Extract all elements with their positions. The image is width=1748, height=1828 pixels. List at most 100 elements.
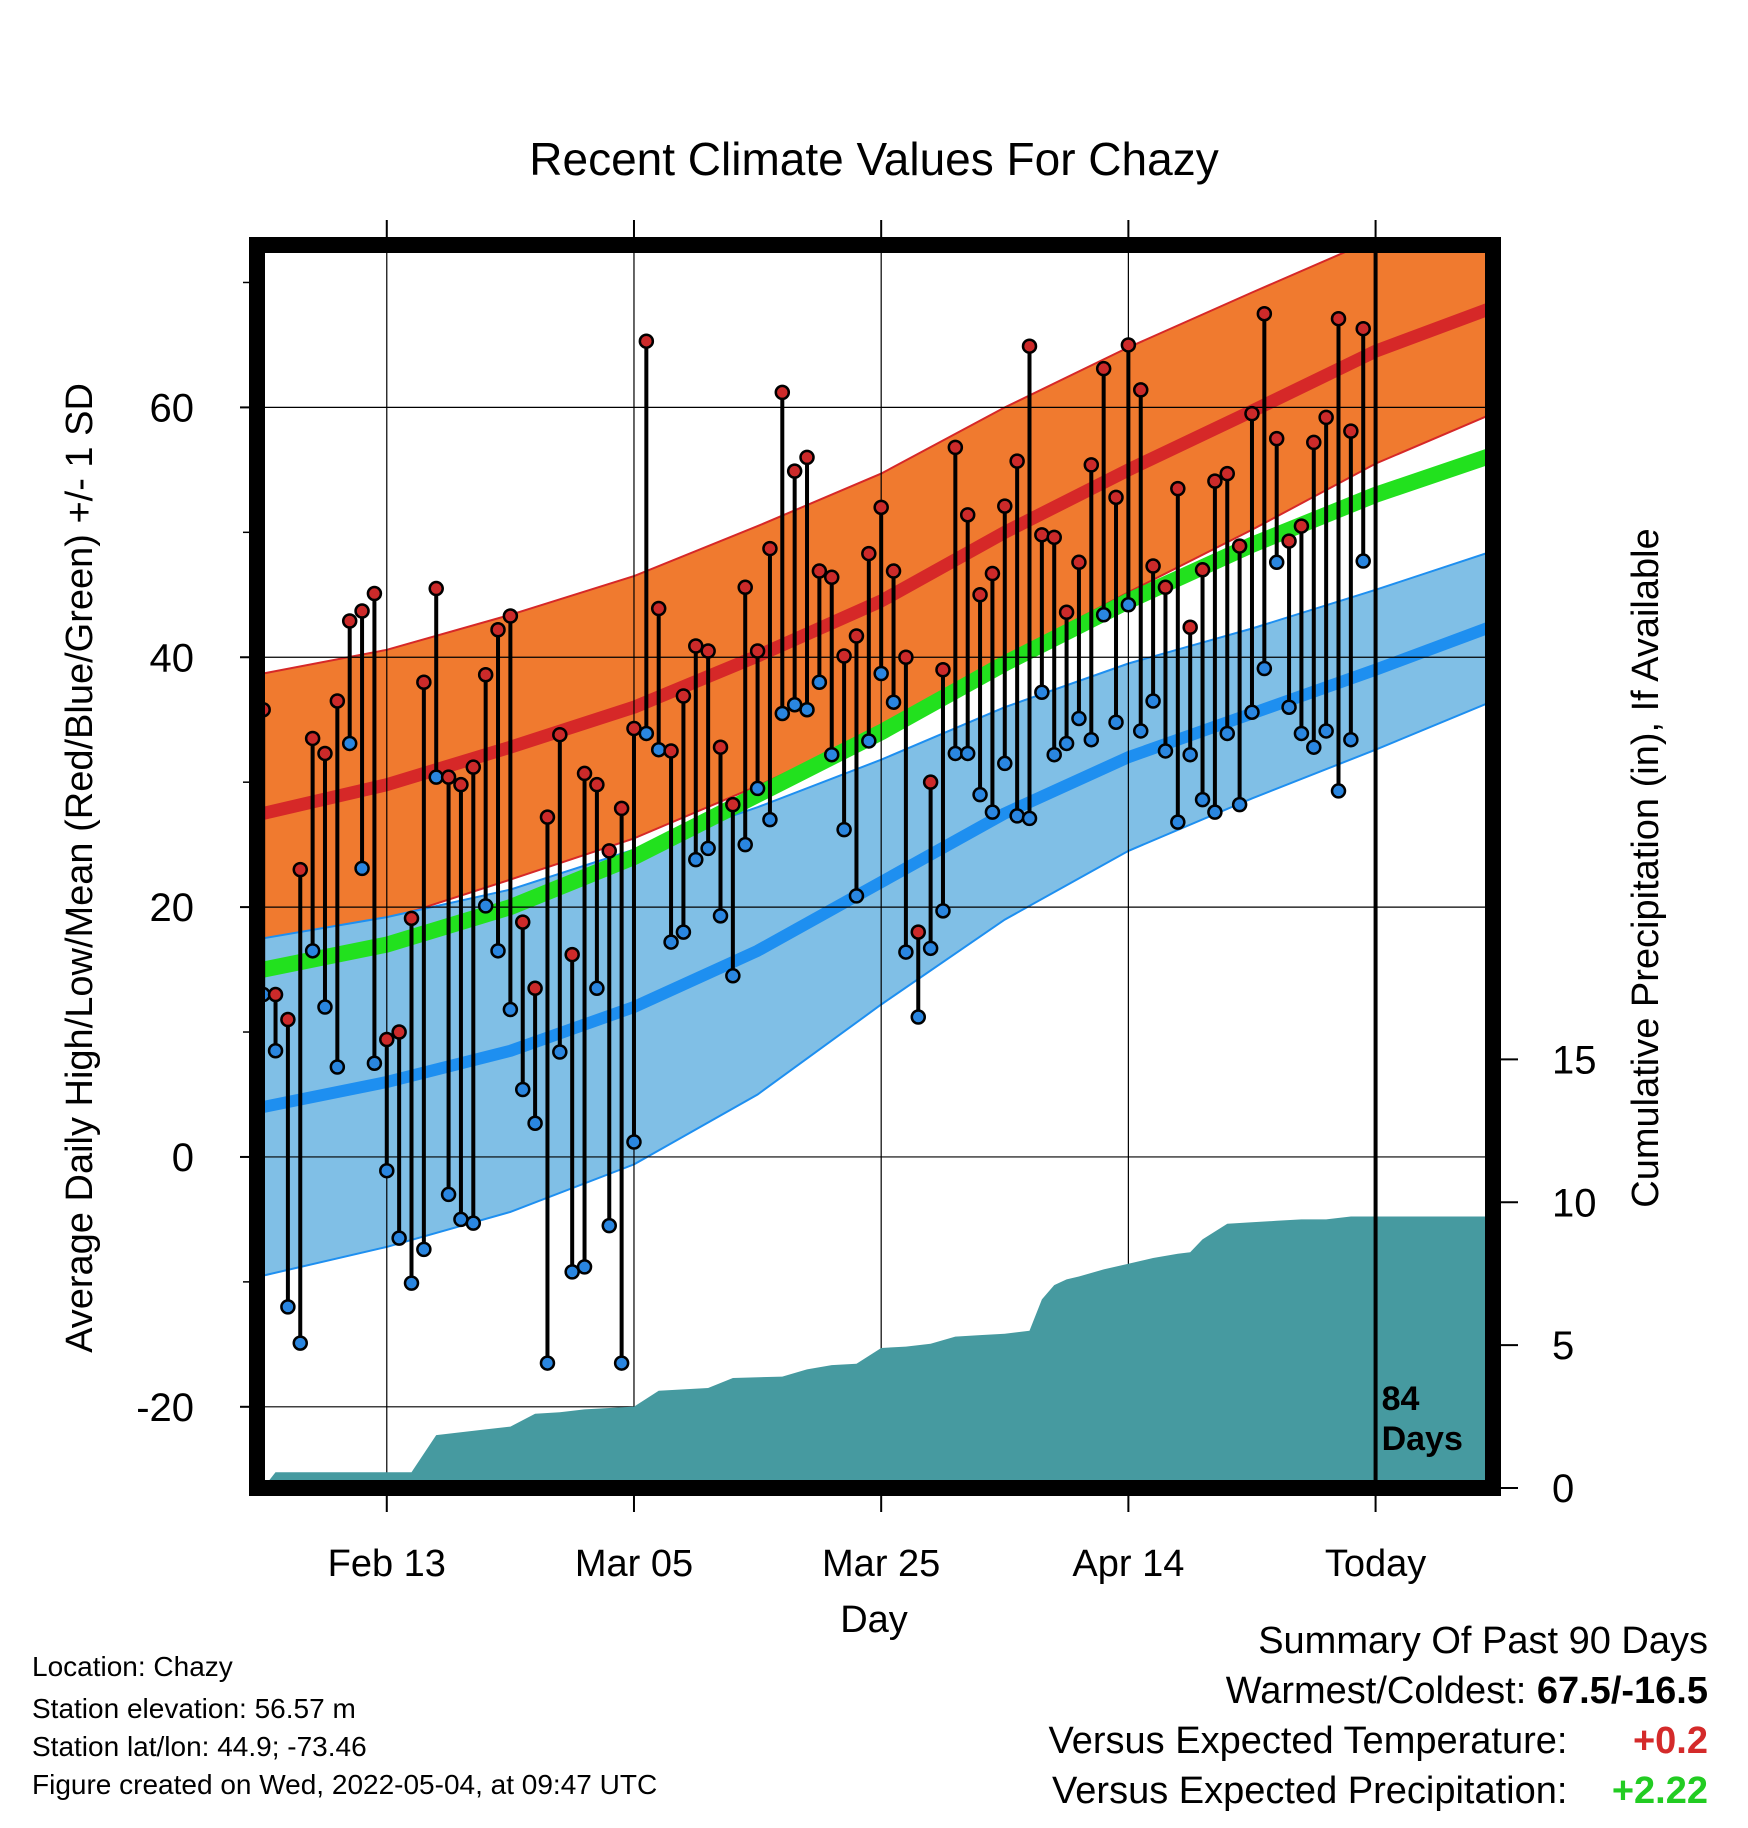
daily-low-point — [688, 851, 704, 868]
daily-high-point — [280, 1011, 296, 1028]
daily-low-point — [1355, 553, 1371, 569]
daily-high-point — [403, 910, 420, 927]
y2-tick-label: 15 — [1552, 1038, 1597, 1082]
daily-low-point — [527, 1115, 543, 1131]
y-tick-label: 0 — [172, 1136, 194, 1180]
plot-area: 84 Days — [257, 245, 1493, 1488]
daily-high-point — [539, 809, 556, 825]
daily-low-point — [1108, 714, 1124, 730]
daily-low-point — [490, 943, 506, 959]
daily-low-point — [1219, 725, 1236, 742]
daily-low-point — [1046, 746, 1062, 763]
x-tick-label: Today — [1325, 1543, 1426, 1585]
daily-low-point — [1083, 731, 1100, 748]
daily-low-point — [317, 999, 333, 1015]
daily-high-point — [1293, 518, 1310, 534]
x-axis-label: Day — [840, 1599, 908, 1641]
daily-high-point — [1009, 453, 1025, 469]
temp-value: +0.2 — [1632, 1720, 1708, 1762]
daily-low-point — [910, 1009, 927, 1025]
daily-high-point — [1306, 434, 1322, 451]
daily-low-point — [292, 1335, 309, 1351]
daily-low-point — [354, 860, 370, 877]
daily-high-point — [1256, 305, 1273, 322]
daily-high-point — [947, 439, 964, 456]
daily-high-point — [725, 796, 741, 813]
daily-high-point — [737, 579, 753, 596]
daily-high-point — [1343, 423, 1359, 439]
daily-high-point — [416, 674, 432, 690]
x-tick-label: Apr 14 — [1072, 1543, 1184, 1585]
daily-low-point — [453, 1211, 469, 1228]
daily-low-point — [873, 665, 889, 682]
daily-high-point — [477, 666, 494, 683]
daily-high-point — [984, 565, 1001, 582]
daily-low-point — [700, 840, 716, 857]
daily-high-point — [490, 622, 506, 638]
daily-high-point — [774, 384, 791, 401]
axes: -20 0 20 40 60 0 5 10 15 Feb 13 Mar 05 Mar 25 Apr 14… — [136, 220, 1597, 1585]
daily-low-point — [1009, 808, 1025, 824]
daily-low-point — [626, 1134, 642, 1150]
daily-low-point — [836, 821, 852, 838]
daily-low-point — [403, 1275, 420, 1291]
daily-low-point — [848, 888, 865, 904]
daily-high-point — [959, 507, 976, 523]
daily-high-point — [391, 1024, 407, 1040]
daily-low-point — [416, 1241, 432, 1258]
daily-low-point — [823, 746, 840, 763]
daily-high-point — [848, 628, 865, 644]
daily-low-point — [1231, 796, 1248, 813]
y2-tick-label: 0 — [1552, 1467, 1574, 1511]
y-tick-label: 60 — [150, 386, 195, 430]
daily-high-point — [1083, 457, 1100, 473]
daily-high-point — [786, 463, 803, 479]
daily-high-point — [1145, 558, 1161, 574]
daily-high-point — [1157, 579, 1174, 596]
daily-low-point — [1343, 731, 1359, 748]
latlon-line: Station lat/lon: 44.9; -73.46 — [32, 1731, 367, 1762]
y2-tick-label: 5 — [1552, 1324, 1574, 1368]
daily-high-point — [1034, 527, 1050, 543]
daily-low-point — [786, 696, 803, 713]
daily-low-point — [1194, 791, 1211, 808]
daily-low-point — [1170, 814, 1186, 830]
daily-high-point — [1108, 489, 1124, 506]
daily-high-point — [811, 563, 828, 579]
daily-high-point — [601, 843, 618, 859]
daily-low-point — [477, 898, 494, 914]
daily-low-point — [1330, 783, 1347, 799]
summary-title: Summary Of Past 90 Days — [1258, 1620, 1708, 1662]
daily-high-point — [1182, 619, 1198, 636]
daily-low-point — [502, 1001, 519, 1018]
daily-low-point — [861, 733, 877, 749]
daily-high-point — [885, 563, 902, 579]
x-tick-label: Feb 13 — [328, 1543, 446, 1585]
warm-cold-label: Warmest/Coldest: — [1225, 1670, 1527, 1712]
x-tick-label: Mar 05 — [575, 1543, 693, 1585]
daily-low-point — [663, 934, 679, 950]
daily-low-point — [539, 1355, 556, 1371]
daily-low-point — [675, 924, 692, 940]
daily-low-point — [267, 1043, 284, 1059]
daily-low-point — [428, 769, 444, 785]
daily-high-point — [1071, 554, 1087, 571]
daily-low-point — [997, 755, 1013, 772]
daily-high-point — [638, 333, 655, 349]
daily-low-point — [552, 1044, 568, 1060]
y-tick-label: -20 — [136, 1386, 194, 1430]
precip-area — [263, 1216, 1493, 1488]
today-days-label: 84 Days — [1382, 1380, 1463, 1458]
daily-high-point — [675, 688, 692, 704]
daily-high-point — [1058, 604, 1075, 621]
daily-low-point — [774, 705, 791, 722]
today-days-label-line: Days — [1382, 1420, 1463, 1458]
daily-high-point — [1132, 382, 1149, 398]
daily-low-point — [366, 1055, 383, 1072]
daily-low-point — [712, 908, 729, 924]
daily-high-point — [552, 726, 568, 743]
elevation-line: Station elevation: 56.57 m — [32, 1693, 356, 1724]
daily-high-point — [354, 603, 370, 619]
daily-high-point — [799, 449, 815, 466]
